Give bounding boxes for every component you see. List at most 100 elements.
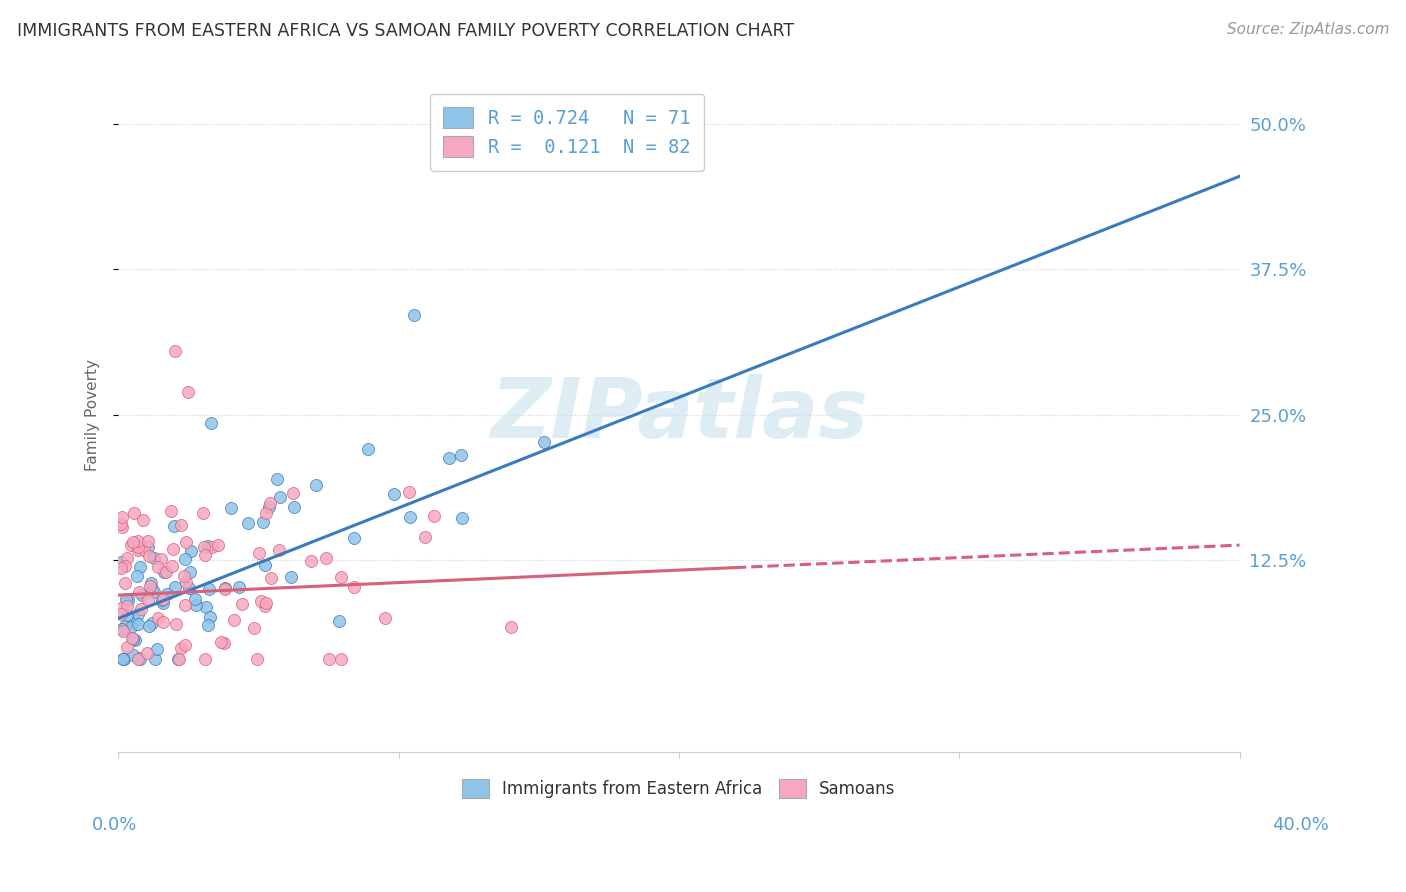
- Point: [110, 516, 132, 531]
- Point: [254, 507, 277, 521]
- Point: [413, 530, 436, 544]
- Point: [148, 611, 170, 625]
- Point: [110, 607, 132, 621]
- Point: [111, 652, 134, 666]
- Point: [162, 542, 184, 557]
- Point: [329, 652, 352, 666]
- Point: [117, 608, 139, 623]
- Point: [128, 652, 150, 666]
- Point: [112, 652, 135, 666]
- Point: [155, 565, 177, 579]
- Point: [167, 652, 190, 666]
- Point: [169, 652, 191, 666]
- Point: [451, 510, 474, 524]
- Point: [209, 635, 232, 649]
- Point: [222, 614, 245, 628]
- Point: [153, 565, 176, 579]
- Point: [114, 618, 136, 632]
- Point: [110, 561, 132, 575]
- Point: [141, 582, 163, 596]
- Point: [198, 610, 221, 624]
- Point: [138, 618, 160, 632]
- Point: [173, 569, 195, 583]
- Point: [249, 594, 271, 608]
- Point: [115, 640, 138, 654]
- Point: [138, 549, 160, 563]
- Point: [231, 597, 253, 611]
- Point: [176, 574, 198, 589]
- Point: [269, 490, 291, 504]
- Point: [134, 542, 156, 557]
- Point: [163, 518, 186, 533]
- Point: [114, 575, 136, 590]
- Point: [236, 516, 259, 530]
- Point: [437, 450, 460, 465]
- Point: [402, 308, 425, 322]
- Point: [149, 552, 172, 566]
- Point: [131, 588, 153, 602]
- Point: [299, 554, 322, 568]
- Point: [260, 571, 283, 585]
- Point: [152, 615, 174, 630]
- Point: [122, 506, 145, 520]
- Point: [207, 538, 229, 552]
- Point: [228, 580, 250, 594]
- Point: [160, 504, 183, 518]
- Legend: Immigrants from Eastern Africa, Samoans: Immigrants from Eastern Africa, Samoans: [456, 772, 903, 805]
- Point: [243, 622, 266, 636]
- Text: IMMIGRANTS FROM EASTERN AFRICA VS SAMOAN FAMILY POVERTY CORRELATION CHART: IMMIGRANTS FROM EASTERN AFRICA VS SAMOAN…: [17, 22, 794, 40]
- Point: [163, 343, 186, 358]
- Point: [127, 543, 149, 558]
- Point: [152, 592, 174, 607]
- Point: [150, 593, 173, 607]
- Point: [197, 539, 219, 553]
- Point: [193, 540, 215, 554]
- Point: [127, 533, 149, 548]
- Text: 40.0%: 40.0%: [1272, 816, 1329, 834]
- Point: [170, 517, 193, 532]
- Point: [374, 611, 396, 625]
- Point: [110, 601, 132, 615]
- Point: [111, 624, 134, 639]
- Point: [136, 646, 159, 660]
- Point: [111, 520, 134, 534]
- Point: [214, 581, 236, 595]
- Point: [280, 570, 302, 584]
- Point: [111, 622, 134, 636]
- Text: 0.0%: 0.0%: [91, 816, 136, 834]
- Point: [184, 598, 207, 612]
- Point: [533, 435, 555, 450]
- Point: [121, 631, 143, 645]
- Point: [127, 540, 149, 554]
- Point: [179, 566, 201, 580]
- Point: [267, 543, 290, 558]
- Point: [128, 585, 150, 599]
- Point: [127, 616, 149, 631]
- Point: [315, 551, 337, 566]
- Point: [318, 652, 340, 666]
- Point: [184, 591, 207, 606]
- Point: [197, 618, 219, 632]
- Point: [139, 579, 162, 593]
- Point: [143, 584, 166, 599]
- Point: [127, 651, 149, 665]
- Point: [329, 570, 352, 584]
- Point: [398, 485, 420, 500]
- Point: [129, 560, 152, 574]
- Point: [156, 586, 179, 600]
- Point: [343, 581, 366, 595]
- Point: [499, 619, 522, 633]
- Point: [194, 652, 217, 666]
- Point: [195, 599, 218, 614]
- Point: [193, 506, 215, 520]
- Point: [165, 616, 187, 631]
- Point: [328, 614, 350, 628]
- Point: [139, 575, 162, 590]
- Point: [115, 550, 138, 565]
- Point: [259, 496, 281, 510]
- Point: [281, 486, 304, 500]
- Point: [422, 508, 444, 523]
- Point: [111, 652, 134, 666]
- Point: [124, 633, 146, 648]
- Point: [254, 599, 277, 614]
